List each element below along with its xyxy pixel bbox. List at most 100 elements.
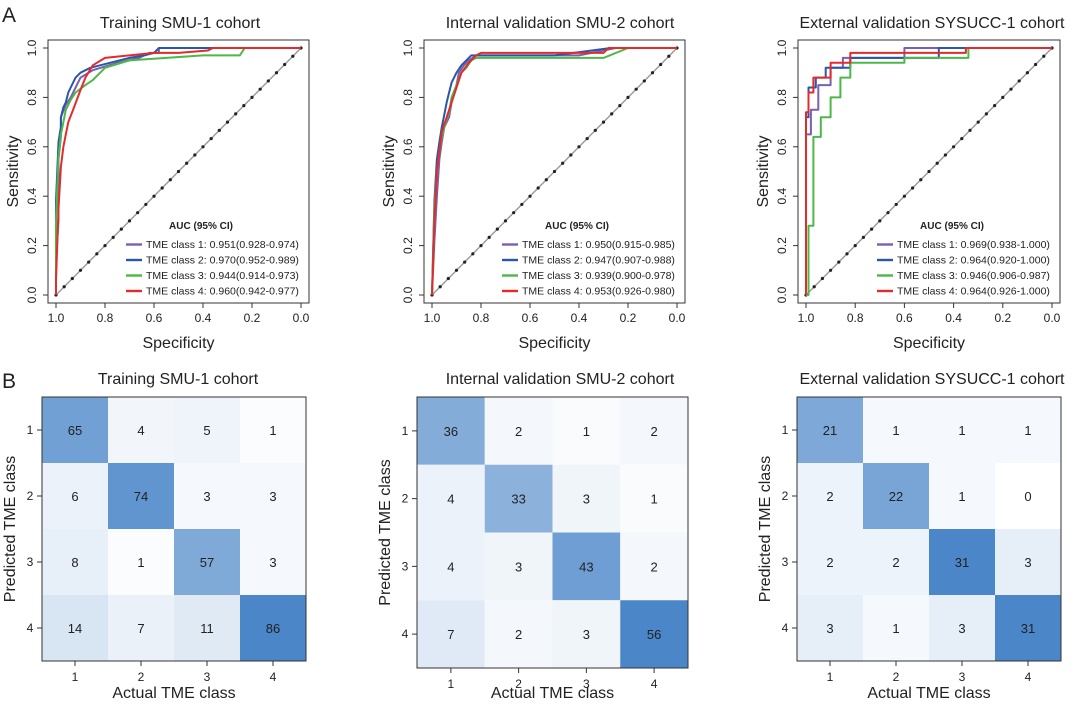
y-tick-label: 0.4 (401, 188, 415, 205)
x-tick-label: 1 (72, 670, 79, 684)
y-tick-label: 1.0 (401, 39, 415, 56)
y-tick-label: 3 (402, 559, 409, 573)
chart-title: Training SMU-1 cohort (100, 15, 261, 32)
legend-label-class-3: TME class 3: 0.939(0.900-0.978) (522, 270, 675, 282)
reference-dot (968, 128, 972, 132)
panel-b-label: B (2, 370, 16, 393)
y-tick-label: 0.8 (775, 89, 789, 106)
y-tick-label: 3 (27, 555, 34, 569)
heatmap-cell (108, 595, 174, 661)
x-tick-label: 0.4 (571, 311, 588, 325)
reference-dot (861, 235, 866, 239)
cell-value: 2 (826, 555, 833, 570)
y-tick-label: 0.6 (401, 138, 415, 155)
y-tick-label: 1 (27, 423, 34, 437)
x-tick-label: 3 (583, 677, 590, 691)
chart-title: External validation SYSUCC-1 cohort (799, 15, 1065, 32)
reference-dot (119, 227, 123, 231)
x-tick-label: 0.4 (195, 311, 212, 325)
reference-dot (87, 260, 91, 264)
legend-label-class-2: TME class 2: 0.947(0.907-0.988) (522, 255, 675, 267)
reference-dot (626, 95, 630, 99)
cell-value: 31 (1021, 621, 1035, 636)
reference-dot (266, 79, 270, 83)
cell-value: 3 (583, 492, 590, 507)
x-axis-title: Specificity (893, 335, 965, 352)
heatmap-cell (620, 532, 688, 601)
x-tick-label: 1 (827, 670, 834, 684)
y-tick-label: 0.6 (25, 138, 39, 155)
reference-dot (487, 235, 491, 239)
heatmap-cell (863, 595, 929, 661)
heatmap-cell (620, 464, 688, 533)
charts-layer: Training SMU-1 cohort 1.0 0.8 0.6 0.4 0.2 0.0 0… (2, 15, 1065, 702)
legend-label-class-2: TME class 2: 0.970(0.952-0.989) (146, 255, 299, 267)
x-tick-label: 3 (204, 670, 211, 684)
legend-title: AUC (95% CI) (169, 221, 233, 232)
reference-dot (78, 268, 83, 272)
legend-label-class-1: TME class 1: 0.951(0.928-0.974) (146, 239, 299, 251)
heatmap-cell (995, 463, 1061, 529)
reference-dot (820, 276, 825, 281)
plot-frame (423, 39, 686, 304)
reference-dot (1017, 79, 1021, 83)
roc-panel-1: Training SMU-1 cohort 1.0 0.8 0.6 0.4 0.2 0.0 0… (5, 15, 310, 352)
cell-value: 1 (1024, 423, 1031, 438)
cell-value: 6 (71, 489, 78, 504)
reference-dot (552, 169, 557, 174)
y-tick-label: 0.8 (401, 89, 415, 106)
cell-value: 7 (447, 627, 454, 642)
reference-dot (144, 202, 148, 207)
reference-dot (95, 252, 99, 256)
cell-value: 11 (200, 621, 214, 636)
heatmap-cell (929, 397, 995, 463)
legend-label-class-4: TME class 4: 0.953(0.926-0.980) (522, 286, 675, 298)
heatmap-cell (797, 397, 863, 463)
heatmap-cell (863, 529, 929, 595)
x-tick-label: 0.8 (97, 311, 114, 325)
cell-value: 2 (651, 559, 658, 574)
reference-dot (845, 252, 849, 256)
y-tick-label: 0.4 (25, 188, 39, 205)
x-tick-label: 4 (1025, 670, 1032, 684)
reference-dot (894, 202, 898, 207)
heatmap-cell (484, 600, 553, 668)
cell-value: 5 (203, 423, 210, 438)
legend-label-class-4: TME class 4: 0.960(0.942-0.977) (146, 286, 299, 298)
heatmap-cell (995, 529, 1061, 595)
plot-frame (797, 39, 1061, 304)
reference-dot (225, 120, 230, 124)
reference-dot (812, 285, 816, 289)
cell-value: 2 (651, 424, 658, 439)
x-tick-label: 0.8 (473, 311, 490, 325)
heatmap-cell (240, 397, 306, 463)
reference-dot (878, 219, 882, 223)
heatmap-cell (240, 595, 306, 661)
reference-dot (1042, 54, 1046, 58)
heatmap-cell (620, 397, 688, 465)
chart-title: External validation SYSUCC-1 cohort (799, 371, 1065, 388)
roc-curve-class-4 (805, 47, 1052, 295)
heatmap-cell (552, 464, 621, 533)
cell-value: 2 (515, 627, 522, 642)
reference-dot (463, 260, 467, 264)
reference-dot (446, 276, 450, 281)
y-axis-title: Predicted TME class (377, 459, 394, 605)
y-tick-label: 2 (402, 492, 409, 506)
reference-dot (495, 227, 499, 231)
heatmap-cell (42, 595, 108, 661)
y-tick-label: 0.2 (775, 237, 789, 254)
heatmap-cell (797, 595, 863, 661)
heatmap-cell (417, 532, 485, 601)
x-tick-label: 0.2 (244, 311, 261, 325)
cell-value: 31 (955, 555, 969, 570)
y-tick-label: 1 (782, 423, 789, 437)
x-tick-label: 0.4 (945, 311, 962, 325)
cell-value: 1 (958, 423, 965, 438)
cell-value: 33 (511, 492, 525, 507)
cell-value: 57 (200, 555, 214, 570)
heatmap-cell (240, 463, 306, 529)
x-tick-label: 1.0 (48, 311, 65, 325)
reference-dot (438, 285, 442, 289)
x-tick-label: 4 (270, 670, 277, 684)
